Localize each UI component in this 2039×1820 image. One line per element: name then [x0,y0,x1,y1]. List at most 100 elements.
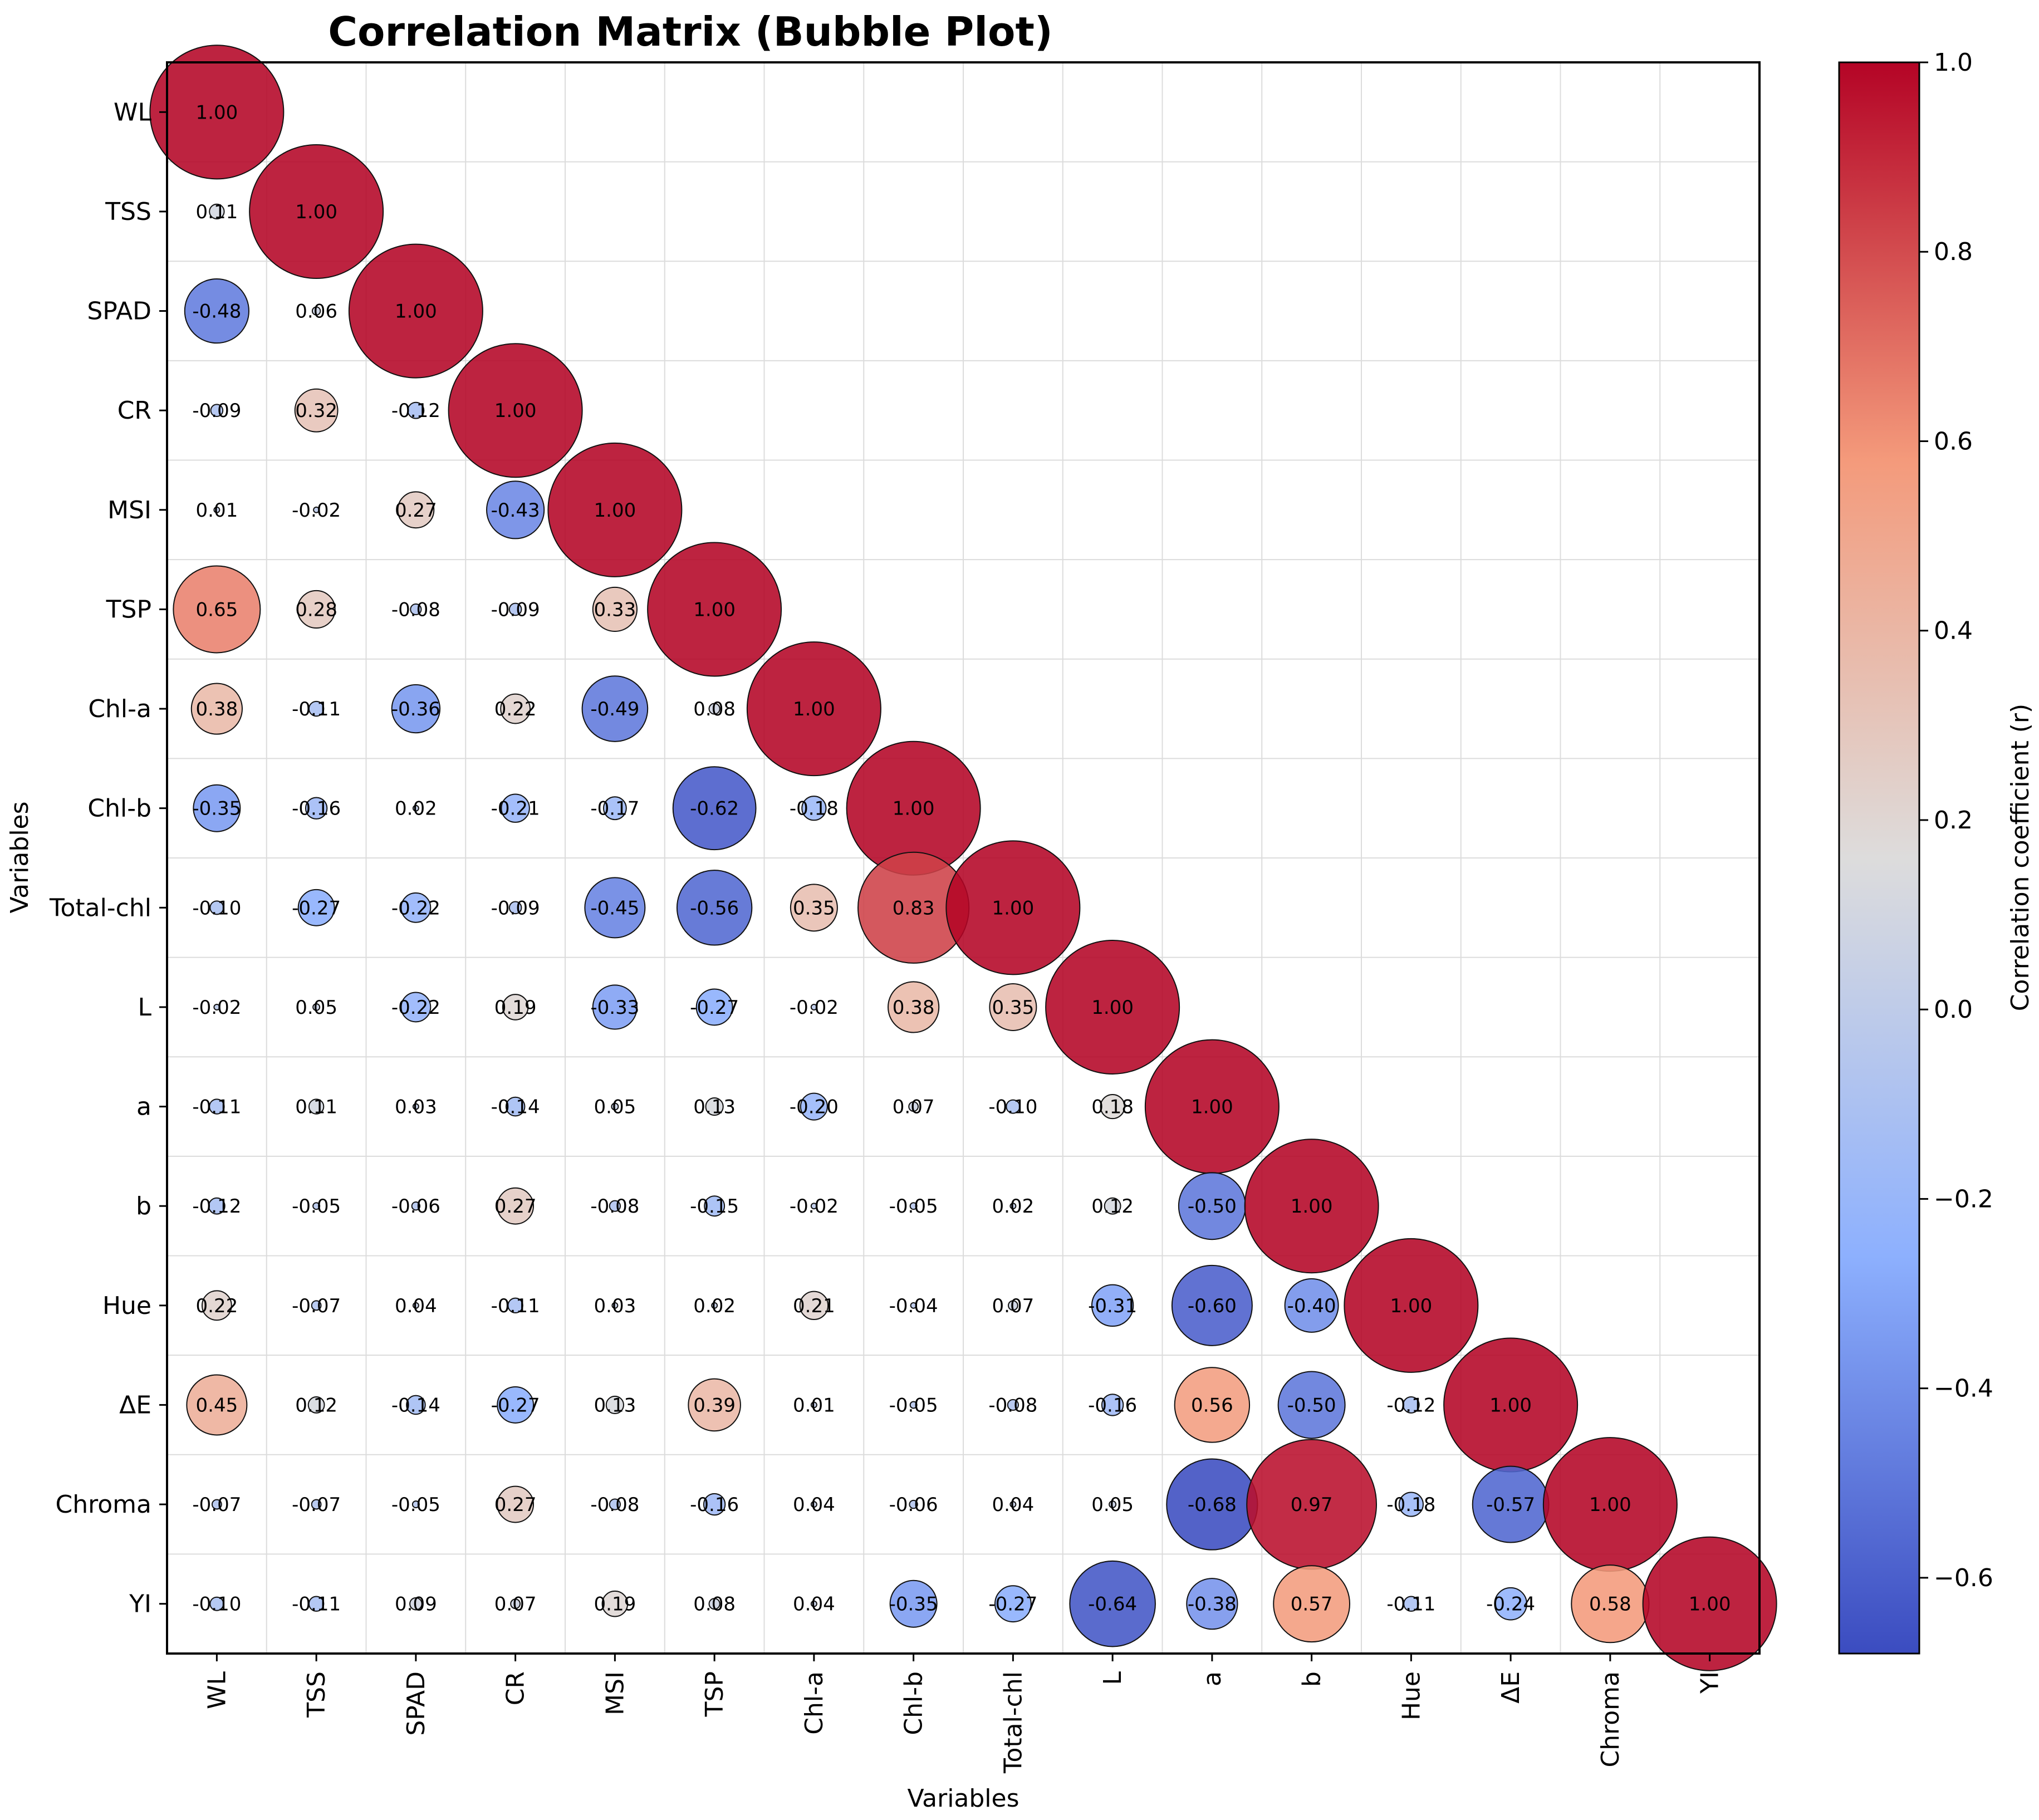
value-label: 0.02 [693,1295,736,1317]
bubble-ΔE-Total-chl [1007,1399,1019,1411]
bubble-Hue-a [1171,1264,1253,1346]
value-label: -0.10 [192,897,241,919]
bubble-Total-chl-TSP [676,870,753,946]
bubble-TSP-WL [173,565,261,654]
value-label: -0.11 [292,698,341,720]
y-tick-label: Chl-b [87,794,151,823]
value-label: 0.38 [196,698,238,720]
colorbar [1838,61,1920,1655]
y-tick-label: CR [117,396,151,425]
bubble-a-Chl-b [908,1101,919,1112]
bubble-YI-ΔE [1494,1587,1527,1621]
value-label: 1.00 [196,101,238,124]
value-label: 0.01 [196,499,238,522]
value-label: 0.09 [395,1593,437,1616]
bubble-b-Chl-a [810,1203,817,1210]
value-label: 0.07 [992,1295,1035,1317]
value-label: 0.58 [1589,1593,1631,1616]
bubble-WL-WL [149,45,285,180]
bubble-Chroma-Chl-b [909,1499,918,1509]
bubble-YI-b [1273,1565,1351,1643]
value-label: 0.08 [693,698,736,720]
colorbar-label: Correlation coefficient (r) [2006,704,2035,1011]
bubble-Chl-a-CR [500,693,531,724]
value-label: -0.08 [391,599,440,621]
y-tick-label: MSI [107,496,151,524]
value-label: 0.27 [494,1195,537,1218]
plot-frame [166,61,1761,1655]
value-label: 0.05 [295,997,337,1019]
bubble-TSP-SPAD [410,603,422,616]
bubble-Chl-b-CR [501,793,530,823]
x-tick-label: SPAD [402,1671,430,1736]
value-label: 0.08 [693,1593,736,1616]
value-label: 0.07 [893,1096,935,1119]
bubble-CR-SPAD [407,401,425,419]
value-label: 0.65 [196,599,238,621]
value-label: 0.27 [494,1494,537,1516]
value-label: -0.40 [1287,1295,1336,1317]
value-label: 0.04 [793,1494,835,1516]
bubble-SPAD-WL [184,278,249,344]
value-label: 0.02 [992,1195,1035,1218]
value-label: 0.12 [1091,1195,1134,1218]
colorbar-tick-label: −0.6 [1934,1564,1993,1592]
colorbar-tick-label: −0.4 [1934,1375,1993,1403]
value-label: -0.60 [1188,1295,1237,1317]
chart-title: Correlation Matrix (Bubble Plot) [328,8,1053,55]
y-tick-label: b [136,1192,151,1220]
colorbar-ticks: 1.0 0.8 0.6 0.4 0.2 0.0 −0.2 −0.4 −0.6 [1919,48,1993,1592]
bubble-Hue-MSI [611,1302,619,1309]
value-label: 1.00 [494,400,537,422]
bubble-CR-WL [210,404,224,417]
value-label: 1.00 [1091,997,1134,1019]
value-label: -0.36 [391,698,440,720]
y-tick-label: TSS [105,198,151,226]
value-label: 0.28 [295,599,337,621]
value-label: -0.56 [690,897,739,919]
bubble-Chroma-TSS [311,1499,322,1510]
bubble-Total-chl-WL [209,900,224,915]
bubble-CR-TSS [294,388,339,433]
bubble-a-Chl-a [800,1092,828,1121]
bubble-Chroma-TSP [703,1493,726,1516]
bubble-YI-SPAD [409,1597,423,1611]
colorbar-tick-label: 1.0 [1934,48,1973,77]
bubble-ΔE-a [1174,1367,1251,1443]
bubble-Chl-b-TSP [672,766,757,851]
bubble-Hue-L [1091,1284,1134,1327]
value-label: 0.04 [992,1494,1035,1516]
bubble-Chl-a-SPAD [391,684,441,734]
bubble-a-WL [209,1098,225,1115]
y-tick-label: L [138,993,151,1022]
value-label: -0.45 [590,897,639,919]
value-label: 1.00 [992,897,1035,919]
bubble-YI-Chl-b [889,1579,938,1628]
bubble-Hue-Chl-b [910,1302,917,1309]
value-label: -0.18 [790,798,839,820]
x-axis-label: Variables [907,1784,1019,1813]
bubble-L-TSP [695,988,733,1026]
bubble-a-CR [505,1096,526,1117]
bubble-ΔE-Chl-b [909,1401,918,1409]
value-label: -0.50 [1188,1195,1237,1218]
y-tick-label: YI [129,1590,151,1618]
value-label: 0.45 [196,1394,238,1416]
bubble-Hue-Hue [1344,1238,1479,1373]
y-tick-label: ΔE [119,1391,151,1419]
bubble-TSP-TSS [297,590,336,629]
value-label: -0.02 [192,997,241,1019]
bubble-Chl-a-TSS [308,700,325,717]
y-tick-label: Total-chl [49,894,151,922]
y-axis-label: Variables [6,801,34,913]
value-label: -0.02 [790,1195,839,1218]
value-label: 0.35 [793,897,835,919]
bubble-Total-chl-CR [508,901,522,915]
x-tick-label: MSI [601,1671,629,1715]
value-label: 0.19 [494,997,537,1019]
value-label: 0.56 [1191,1394,1233,1416]
bubble-ΔE-SPAD [406,1395,426,1415]
value-label: 0.83 [893,897,935,919]
value-label: -0.07 [292,1494,341,1516]
